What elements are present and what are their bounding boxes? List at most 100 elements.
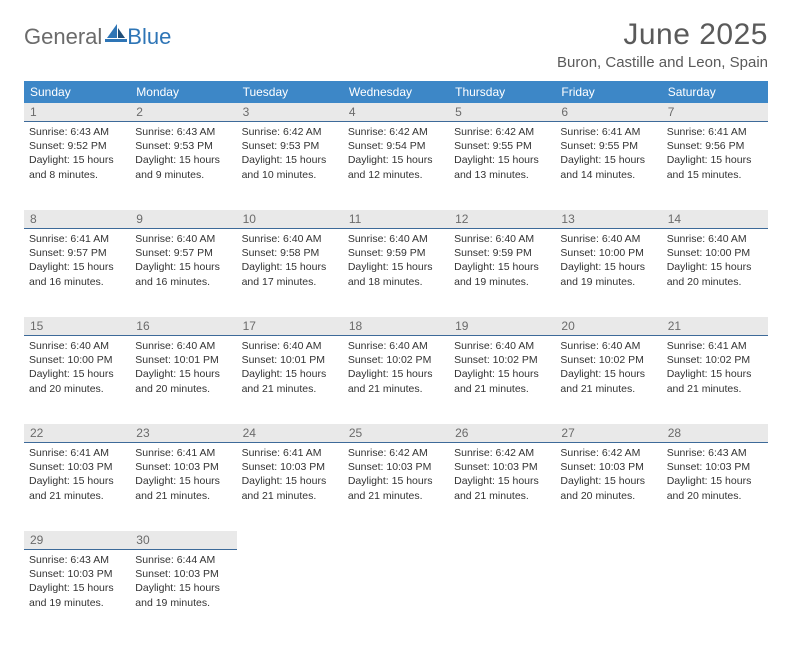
day-number: 24 [237, 424, 343, 442]
logo-text-blue: Blue [127, 24, 171, 50]
sunset: Sunset: 9:59 PM [454, 246, 550, 260]
day-number: 8 [24, 210, 130, 228]
sunset: Sunset: 9:58 PM [242, 246, 338, 260]
week-row: Sunrise: 6:41 AMSunset: 9:57 PMDaylight:… [24, 229, 768, 317]
day-cell: Sunrise: 6:42 AMSunset: 9:55 PMDaylight:… [449, 122, 555, 210]
day-cell: Sunrise: 6:40 AMSunset: 10:00 PMDaylight… [555, 229, 661, 317]
daylight-l1: Daylight: 15 hours [135, 153, 231, 167]
day-number: 23 [130, 424, 236, 442]
daylight-l1: Daylight: 15 hours [667, 474, 763, 488]
sunset: Sunset: 9:53 PM [135, 139, 231, 153]
day-cell: Sunrise: 6:41 AMSunset: 9:55 PMDaylight:… [555, 122, 661, 210]
day-number: 20 [555, 317, 661, 335]
daylight-l1: Daylight: 15 hours [454, 260, 550, 274]
sunrise: Sunrise: 6:43 AM [29, 553, 125, 567]
daylight-l1: Daylight: 15 hours [135, 260, 231, 274]
day-cell: Sunrise: 6:42 AMSunset: 10:03 PMDaylight… [343, 443, 449, 531]
sunrise: Sunrise: 6:40 AM [560, 339, 656, 353]
day-number [237, 531, 343, 550]
page-title: June 2025 [557, 18, 768, 52]
daylight-l1: Daylight: 15 hours [667, 260, 763, 274]
empty-cell [343, 550, 449, 638]
sunrise: Sunrise: 6:40 AM [348, 339, 444, 353]
sunset: Sunset: 10:03 PM [29, 567, 125, 581]
dow-row: SundayMondayTuesdayWednesdayThursdayFrid… [24, 81, 768, 103]
daylight-l1: Daylight: 15 hours [29, 153, 125, 167]
day-cell: Sunrise: 6:43 AMSunset: 9:52 PMDaylight:… [24, 122, 130, 210]
daylight-l2: and 16 minutes. [29, 275, 125, 289]
sunset: Sunset: 9:52 PM [29, 139, 125, 153]
sunrise: Sunrise: 6:40 AM [348, 232, 444, 246]
day-cell: Sunrise: 6:40 AMSunset: 10:02 PMDaylight… [343, 336, 449, 424]
sunset: Sunset: 10:00 PM [667, 246, 763, 260]
daylight-l2: and 21 minutes. [454, 382, 550, 396]
daylight-l1: Daylight: 15 hours [29, 581, 125, 595]
day-number: 15 [24, 317, 130, 335]
day-cell: Sunrise: 6:40 AMSunset: 9:58 PMDaylight:… [237, 229, 343, 317]
empty-cell [662, 550, 768, 638]
daylight-l1: Daylight: 15 hours [29, 260, 125, 274]
sunrise: Sunrise: 6:42 AM [560, 446, 656, 460]
daylight-l2: and 21 minutes. [667, 382, 763, 396]
daylight-l1: Daylight: 15 hours [242, 474, 338, 488]
empty-cell [555, 550, 661, 638]
sunset: Sunset: 10:01 PM [135, 353, 231, 367]
sunrise: Sunrise: 6:40 AM [29, 339, 125, 353]
sunset: Sunset: 10:01 PM [242, 353, 338, 367]
daynum-row: 15161718192021 [24, 317, 768, 336]
day-cell: Sunrise: 6:41 AMSunset: 9:56 PMDaylight:… [662, 122, 768, 210]
day-number: 14 [662, 210, 768, 228]
sunset: Sunset: 9:57 PM [29, 246, 125, 260]
week-row: Sunrise: 6:43 AMSunset: 10:03 PMDaylight… [24, 550, 768, 638]
dow-friday: Friday [555, 81, 661, 103]
sunset: Sunset: 10:02 PM [667, 353, 763, 367]
daylight-l2: and 21 minutes. [135, 489, 231, 503]
sunrise: Sunrise: 6:41 AM [29, 232, 125, 246]
sunset: Sunset: 10:03 PM [242, 460, 338, 474]
daylight-l2: and 9 minutes. [135, 168, 231, 182]
day-cell: Sunrise: 6:41 AMSunset: 10:02 PMDaylight… [662, 336, 768, 424]
daylight-l2: and 21 minutes. [242, 489, 338, 503]
title-block: June 2025 Buron, Castille and Leon, Spai… [557, 18, 768, 71]
day-number: 4 [343, 103, 449, 121]
sunrise: Sunrise: 6:43 AM [667, 446, 763, 460]
dow-tuesday: Tuesday [237, 81, 343, 103]
day-number: 27 [555, 424, 661, 442]
day-number: 19 [449, 317, 555, 335]
day-number [662, 531, 768, 550]
day-cell: Sunrise: 6:42 AMSunset: 9:53 PMDaylight:… [237, 122, 343, 210]
sunset: Sunset: 9:55 PM [560, 139, 656, 153]
calendar: SundayMondayTuesdayWednesdayThursdayFrid… [24, 81, 768, 638]
daylight-l2: and 16 minutes. [135, 275, 231, 289]
daylight-l2: and 13 minutes. [454, 168, 550, 182]
day-cell: Sunrise: 6:44 AMSunset: 10:03 PMDaylight… [130, 550, 236, 638]
sunrise: Sunrise: 6:40 AM [667, 232, 763, 246]
daynum-row: 22232425262728 [24, 424, 768, 443]
daylight-l2: and 19 minutes. [454, 275, 550, 289]
daylight-l1: Daylight: 15 hours [242, 367, 338, 381]
daylight-l2: and 20 minutes. [667, 489, 763, 503]
day-cell: Sunrise: 6:40 AMSunset: 10:02 PMDaylight… [555, 336, 661, 424]
daylight-l2: and 8 minutes. [29, 168, 125, 182]
daylight-l1: Daylight: 15 hours [242, 260, 338, 274]
daylight-l2: and 20 minutes. [29, 382, 125, 396]
daylight-l2: and 19 minutes. [29, 596, 125, 610]
week-row: Sunrise: 6:40 AMSunset: 10:00 PMDaylight… [24, 336, 768, 424]
sunrise: Sunrise: 6:42 AM [454, 446, 550, 460]
day-number: 1 [24, 103, 130, 121]
daylight-l1: Daylight: 15 hours [667, 367, 763, 381]
day-number: 2 [130, 103, 236, 121]
daylight-l1: Daylight: 15 hours [560, 153, 656, 167]
day-cell: Sunrise: 6:40 AMSunset: 10:01 PMDaylight… [130, 336, 236, 424]
day-cell: Sunrise: 6:40 AMSunset: 10:00 PMDaylight… [662, 229, 768, 317]
sunrise: Sunrise: 6:40 AM [454, 232, 550, 246]
sunrise: Sunrise: 6:41 AM [29, 446, 125, 460]
daynum-row: 891011121314 [24, 210, 768, 229]
sunrise: Sunrise: 6:42 AM [454, 125, 550, 139]
day-cell: Sunrise: 6:42 AMSunset: 9:54 PMDaylight:… [343, 122, 449, 210]
sunset: Sunset: 10:03 PM [667, 460, 763, 474]
day-number: 21 [662, 317, 768, 335]
sunset: Sunset: 9:53 PM [242, 139, 338, 153]
sunset: Sunset: 10:02 PM [348, 353, 444, 367]
day-number: 18 [343, 317, 449, 335]
